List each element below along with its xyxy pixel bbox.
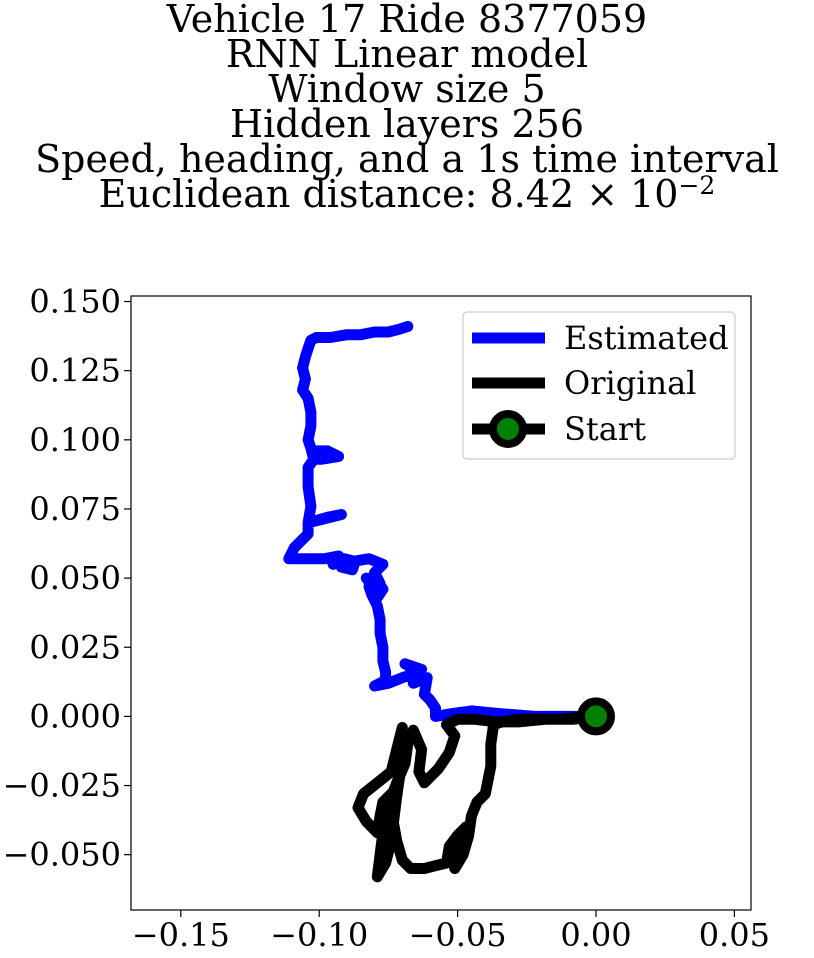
title-line-model: RNN Linear model: [225, 32, 589, 76]
distance-label: Euclidean distance:: [98, 172, 490, 216]
legend-label-start: Start: [564, 410, 646, 448]
series-layer: [283, 320, 615, 883]
series-original-line: [352, 710, 602, 883]
y-tick-label: −0.050: [3, 836, 121, 874]
y-tick-label: 0.100: [29, 421, 121, 459]
y-axis: 0.150 0.125 0.100 0.075 0.050 0.025 0.000 −0.02…: [3, 283, 131, 874]
distance-mantissa: 8.42: [489, 172, 575, 216]
chart-title: Vehicle 17 Ride 8377059 RNN Linear model…: [0, 0, 814, 213]
title-line-distance: Euclidean distance: 8.42 × 10−2: [0, 173, 814, 213]
title-line-hidden: Hidden layers 256: [229, 102, 585, 146]
distance-times: × 10: [574, 172, 679, 216]
plot-frame: [130, 295, 752, 911]
y-tick-label: 0.025: [29, 628, 121, 666]
distance-exponent: −2: [678, 171, 716, 200]
title-line-window: Window size 5: [268, 67, 546, 111]
y-tick-label: −0.025: [3, 767, 121, 805]
legend-label-estimated: Estimated: [564, 319, 729, 357]
y-tick-label: 0.000: [29, 697, 121, 735]
x-axis: −0.15 −0.10 −0.05 0.00 0.05: [132, 910, 770, 954]
y-tick-label: 0.125: [29, 352, 121, 390]
x-tick-label: −0.15: [132, 916, 230, 954]
legend-frame: [462, 311, 736, 460]
legend-label-original: Original: [564, 364, 696, 402]
y-tick-label: 0.150: [29, 283, 121, 321]
x-tick-label: 0.00: [560, 916, 631, 954]
start-marker: [577, 697, 615, 736]
title-line-inputs: Speed, heading, and a 1s time interval: [35, 137, 779, 181]
series-estimated-line: [283, 320, 602, 722]
x-tick-label: −0.10: [270, 916, 368, 954]
y-tick-label: 0.050: [29, 559, 121, 597]
legend: Estimated Original Start: [462, 311, 736, 460]
title-line-vehicle: Vehicle 17 Ride 8377059: [166, 0, 648, 41]
x-tick-label: −0.05: [409, 916, 507, 954]
y-tick-label: 0.075: [29, 490, 121, 528]
legend-swatch-start-marker: [489, 410, 527, 448]
x-tick-label: 0.05: [699, 916, 770, 954]
